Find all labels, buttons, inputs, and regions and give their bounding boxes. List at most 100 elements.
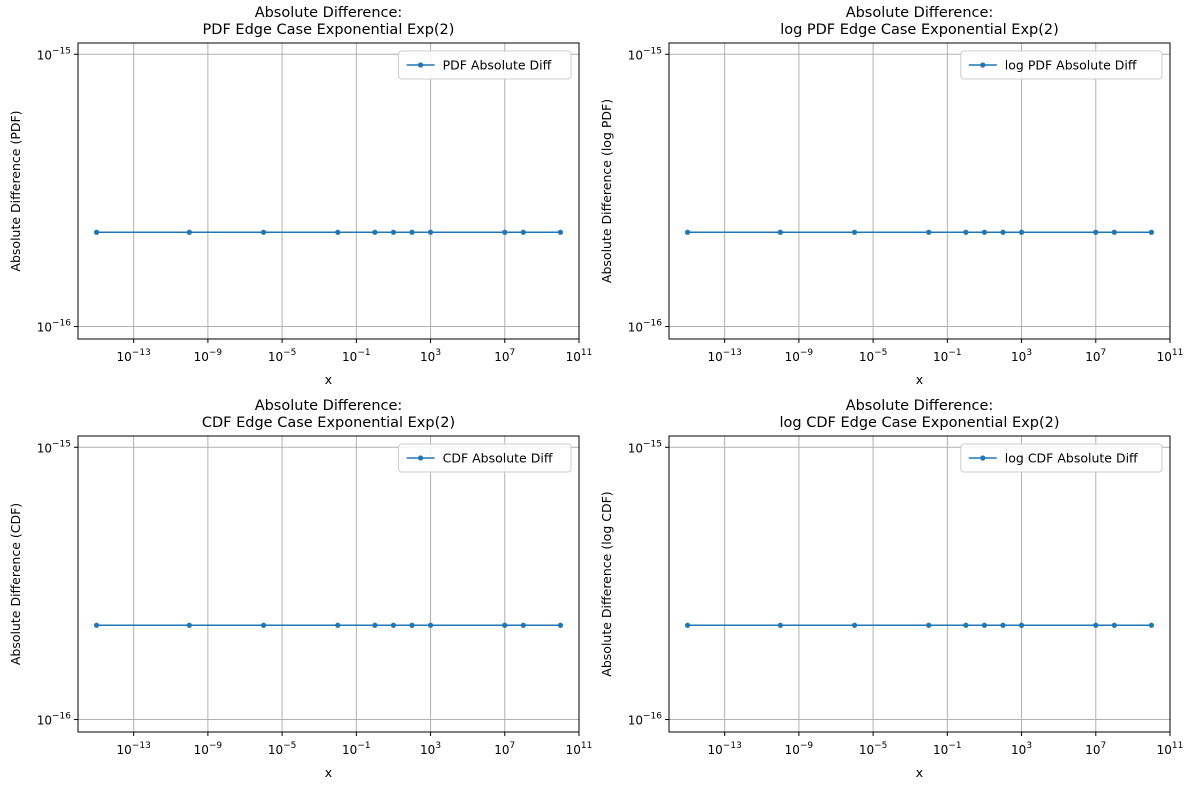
x-axis-label: x [916,765,923,780]
legend-label: PDF Absolute Diff [443,58,552,73]
y-axis-label: Absolute Difference (CDF) [8,503,23,665]
data-point [684,229,691,235]
legend-label: log CDF Absolute Diff [1005,451,1138,466]
y-tick-label: 10−15 [628,439,662,455]
x-tick-label: 10−1 [933,741,962,757]
x-tick-label: 10−9 [785,348,814,364]
legend-box [398,50,572,80]
y-tick-label: 10−16 [628,319,663,335]
subplot-title: Absolute Difference: log CDF Edge Case Ex… [780,398,1060,431]
data-point [1018,229,1025,235]
legend-box [398,443,572,473]
x-tick-label: 107 [494,348,515,364]
y-axis-label: Absolute Difference (PDF) [8,110,23,271]
y-tick-label: 10−15 [37,46,71,62]
y-tick-label: 10−15 [628,46,662,62]
legend-marker [980,455,986,461]
legend-marker [980,62,986,68]
subplot-4: 10−13 10−9 10−5 10−1 103 107 1011 10−16 10−15 Abs… [599,398,1183,780]
subplot-title: Absolute Difference: log PDF Edge Case Ex… [780,5,1059,38]
data-point [502,229,508,235]
x-tick-label: 10−5 [859,741,888,757]
data-point [1018,622,1025,628]
data-point [335,622,341,628]
x-axis-label: x [916,372,923,387]
y-axis-label: Absolute Difference (log PDF) [599,99,614,283]
axes-frame [77,435,580,733]
x-tick-label: 10−9 [785,741,814,757]
x-tick-label: 10−9 [194,348,223,364]
data-point [557,229,564,235]
data-point [520,229,526,235]
data-point [1148,622,1155,628]
data-point [372,229,378,235]
data-point [427,622,434,628]
x-tick-label: 10−1 [342,741,371,757]
x-tick-label: 1011 [1157,348,1184,364]
x-tick-label: 10−13 [117,741,151,757]
data-point [557,622,564,628]
data-point [777,622,783,628]
data-point [186,229,192,235]
data-point [981,229,988,235]
data-point [502,622,508,628]
x-tick-label: 1011 [566,741,593,757]
x-tick-label: 10−13 [708,348,742,364]
legend-marker [418,62,424,68]
data-point [390,622,397,628]
x-axis-label: x [325,372,332,387]
data-point [409,622,415,628]
subplot-title: Absolute Difference: CDF Edge Case Expone… [202,398,455,431]
legend-marker [418,455,424,461]
y-tick-label: 10−15 [37,439,71,455]
data-point [851,229,858,235]
x-tick-label: 103 [420,348,441,364]
x-tick-label: 10−13 [117,348,151,364]
axes-frame [77,42,580,340]
data-point [1093,622,1099,628]
x-tick-label: 10−5 [268,741,297,757]
x-axis-label: x [325,765,332,780]
axes-frame [668,435,1171,733]
y-tick-label: 10−16 [628,712,663,728]
x-tick-label: 10−1 [342,348,371,364]
subplot-title: Absolute Difference: PDF Edge Case Expone… [203,5,455,38]
data-point [777,229,783,235]
x-tick-label: 103 [1011,741,1032,757]
x-tick-label: 103 [420,741,441,757]
data-point [409,229,415,235]
x-tick-label: 10−1 [933,348,962,364]
subplot-3: 10−13 10−9 10−5 10−1 103 107 1011 10−16 10−15 Abs… [8,398,592,780]
x-tick-label: 10−9 [194,741,223,757]
data-point [1111,229,1117,235]
data-point [335,229,341,235]
subplot-1: 10−13 10−9 10−5 10−1 103 107 1011 10−16 10−15 Abs… [8,5,592,387]
y-tick-label: 10−16 [37,712,72,728]
data-point [520,622,526,628]
data-point [390,229,397,235]
data-point [981,622,988,628]
data-point [93,622,100,628]
data-point [372,622,378,628]
data-point [260,622,267,628]
x-tick-label: 103 [1011,348,1032,364]
data-point [260,229,267,235]
x-tick-label: 107 [1085,348,1106,364]
data-point [1093,229,1099,235]
data-point [963,622,969,628]
data-point [1148,229,1155,235]
data-point [93,229,100,235]
data-point [1111,622,1117,628]
data-point [851,622,858,628]
legend-label: CDF Absolute Diff [443,451,553,466]
x-tick-label: 10−13 [708,741,742,757]
data-point [1000,622,1006,628]
x-tick-label: 107 [1085,741,1106,757]
y-axis-label: Absolute Difference (log CDF) [599,491,614,676]
data-point [1000,229,1006,235]
data-point [684,622,691,628]
legend-box [960,50,1163,80]
data-point [963,229,969,235]
axes-frame [668,42,1171,340]
